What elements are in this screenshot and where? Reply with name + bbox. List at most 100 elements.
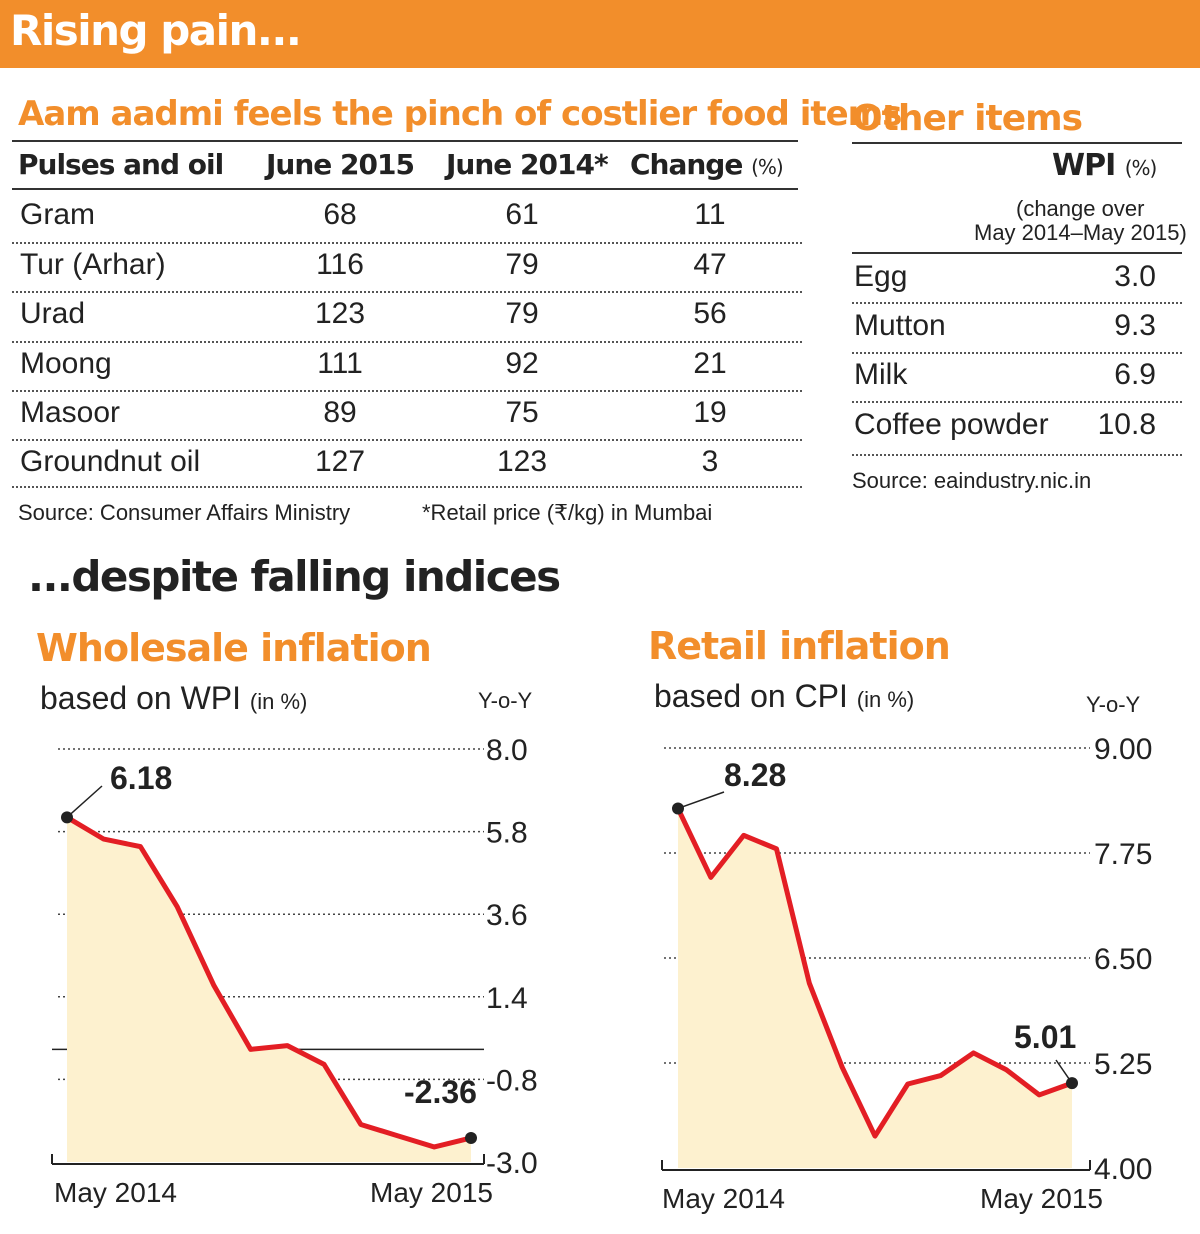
other-item-value: 10.8: [1097, 408, 1156, 441]
header-june-2015: June 2015: [266, 148, 415, 181]
row-divider: [12, 390, 802, 392]
other-item-value: 3.0: [1114, 260, 1156, 293]
wpi-chart-title: Wholesale inflation: [36, 626, 432, 670]
row-june-2015: 123: [314, 297, 366, 330]
header-june-2014: June 2014*: [446, 148, 609, 181]
title-banner: Rising pain...: [0, 0, 1200, 68]
row-divider: [852, 302, 1182, 304]
axis-note: Y-o-Y: [1086, 692, 1141, 717]
y-tick-label: 7.75: [1094, 838, 1152, 871]
wpi-chart-subtitle: based on WPI (in %): [40, 680, 307, 717]
header-pulses: Pulses and oil: [18, 148, 224, 181]
row-change: 47: [693, 248, 727, 281]
area-fill: [678, 808, 1072, 1168]
row-change: 56: [693, 297, 727, 330]
x-start-label: May 2014: [54, 1177, 177, 1208]
end-point: [465, 1131, 477, 1144]
axis-note: Y-o-Y: [478, 688, 533, 713]
food-table-header-rule: [12, 188, 798, 190]
other-item-name: Mutton: [854, 309, 946, 342]
y-tick-label: -0.8: [486, 1064, 538, 1097]
y-tick-label: -3.0: [486, 1147, 538, 1180]
wpi-subtitle-unit: (in %): [249, 689, 308, 714]
cpi-chart: 9.00 7.75 6.50 5.25 4.00 8.28 5.01 May 2014 May …: [661, 692, 1152, 1214]
food-table-title: Aam aadmi feels the pinch of costlier fo…: [18, 94, 902, 134]
row-change: 19: [693, 396, 727, 429]
row-divider: [852, 401, 1182, 403]
section-title: ...despite falling indices: [28, 552, 561, 601]
other-items-source: Source: eaindustry.nic.in: [852, 468, 1092, 493]
banner-title: Rising pain...: [10, 6, 302, 55]
row-june-2014: 75: [505, 396, 539, 429]
cpi-subtitle-unit: (in %): [856, 687, 915, 712]
row-june-2015: 89: [323, 396, 357, 429]
row-item: Gram: [20, 198, 95, 231]
row-divider: [12, 486, 802, 488]
other-items-title: Other items: [852, 98, 1083, 139]
start-leader: [677, 791, 725, 810]
x-end-label: May 2015: [980, 1183, 1103, 1214]
end-leader: [1055, 1059, 1073, 1084]
wpi-unit: (%): [1124, 156, 1158, 180]
row-item: Groundnut oil: [20, 445, 201, 478]
series-line: [65, 815, 472, 1150]
end-data-label: 5.01: [1014, 1019, 1076, 1055]
other-item-name: Milk: [854, 358, 908, 391]
other-item-name: Egg: [854, 260, 908, 293]
end-data-label: -2.36: [404, 1074, 477, 1110]
other-item-value: 6.9: [1114, 358, 1156, 391]
row-june-2014: 123: [496, 445, 548, 478]
cpi-subtitle-text: based on CPI: [654, 678, 848, 714]
start-leader: [66, 785, 103, 818]
row-item: Urad: [20, 297, 86, 330]
row-item: Tur (Arhar): [20, 248, 166, 281]
y-tick-label: 6.50: [1094, 943, 1152, 976]
wpi-label: WPI: [1052, 148, 1116, 183]
row-item: Moong: [20, 347, 112, 380]
row-divider: [852, 454, 1182, 456]
row-change: 21: [693, 347, 727, 380]
row-june-2014: 61: [505, 198, 539, 231]
x-end-label: May 2015: [370, 1177, 493, 1208]
food-table-top-rule: [12, 140, 798, 142]
other-items-top-rule: [852, 142, 1182, 144]
other-items-header: WPI (%): [1052, 148, 1158, 183]
y-tick-label: 5.25: [1094, 1048, 1152, 1081]
row-divider: [12, 242, 802, 244]
cpi-chart-subtitle: based on CPI (in %): [654, 678, 914, 715]
area-fill: [67, 817, 471, 1162]
y-tick-label: 4.00: [1094, 1153, 1152, 1186]
wpi-subtitle-text: based on WPI: [40, 680, 241, 716]
row-divider: [12, 341, 802, 343]
row-divider: [852, 352, 1182, 354]
header-change: Change (%): [630, 148, 784, 181]
row-divider: [12, 291, 802, 293]
series-line: [675, 807, 1073, 1139]
other-item-name: Coffee powder: [854, 408, 1049, 441]
row-june-2015: 116: [316, 248, 364, 281]
header-change-unit: (%): [751, 155, 784, 179]
row-change: 11: [694, 198, 726, 231]
y-tick-label: 3.6: [486, 899, 528, 932]
y-tick-label: 9.00: [1094, 733, 1152, 766]
start-data-label: 6.18: [110, 760, 172, 796]
food-table-note: *Retail price (₹/kg) in Mumbai: [422, 500, 713, 525]
row-june-2015: 111: [317, 347, 363, 380]
food-table-source: Source: Consumer Affairs Ministry: [18, 500, 351, 525]
other-items-subheader-2: May 2014–May 2015): [974, 220, 1187, 245]
other-item-value: 9.3: [1114, 309, 1156, 342]
cpi-chart-title: Retail inflation: [648, 624, 951, 668]
y-tick-label: 8.0: [486, 734, 528, 767]
row-june-2014: 92: [505, 347, 539, 380]
header-change-label: Change: [630, 148, 743, 181]
row-divider: [12, 439, 802, 441]
other-items-header-rule: [852, 252, 1182, 254]
wpi-chart: 8.0 5.8 3.6 1.4 -0.8 -3.0 6.18 -2.36 May 2014 May…: [51, 688, 538, 1208]
row-june-2015: 127: [314, 445, 366, 478]
row-june-2015: 68: [323, 198, 357, 231]
y-tick-label: 1.4: [486, 982, 528, 1015]
end-point: [1066, 1077, 1078, 1090]
y-tick-label: 5.8: [486, 817, 528, 850]
other-items-subheader-1: (change over: [1016, 196, 1145, 221]
x-start-label: May 2014: [662, 1183, 785, 1214]
